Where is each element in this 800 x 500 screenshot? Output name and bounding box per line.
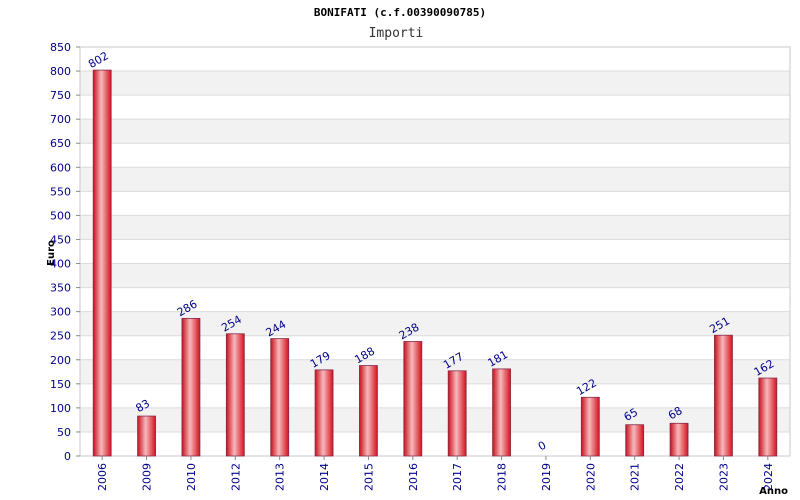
y-tick-label: 100 xyxy=(50,402,71,415)
x-tick-label: 2012 xyxy=(229,463,242,491)
bars xyxy=(92,69,778,457)
x-tick-label: 2022 xyxy=(673,463,686,491)
y-tick-label: 50 xyxy=(57,426,71,439)
y-tick-label: 350 xyxy=(50,282,71,295)
y-tick-label: 750 xyxy=(50,89,71,102)
data-label: 802 xyxy=(86,49,111,71)
grid-band xyxy=(80,215,790,240)
y-tick-label: 500 xyxy=(50,209,71,222)
y-tick-label: 850 xyxy=(50,41,71,54)
y-tick-label: 0 xyxy=(64,450,71,463)
grid-band xyxy=(80,71,790,96)
bar-2009 xyxy=(137,415,156,457)
bar-2024 xyxy=(758,377,778,457)
y-tick-label: 700 xyxy=(50,113,71,126)
bar-2018 xyxy=(492,368,511,457)
bar-2012 xyxy=(225,333,245,457)
x-tick-label: 2016 xyxy=(407,463,420,491)
x-tick-label: 2017 xyxy=(451,463,464,491)
bar-2010 xyxy=(181,317,201,457)
y-tick-label: 600 xyxy=(50,161,71,174)
x-tick-label: 2015 xyxy=(362,463,375,491)
data-label: 0 xyxy=(536,439,549,454)
x-tick-label: 2010 xyxy=(185,463,198,491)
y-tick-label: 300 xyxy=(50,306,71,319)
bar-2021 xyxy=(625,424,645,457)
x-tick-label: 2018 xyxy=(496,463,509,491)
x-tick-label: 2024 xyxy=(762,463,775,491)
chart-subtitle: Importi xyxy=(369,26,424,41)
x-tick-label: 2014 xyxy=(318,463,331,491)
y-axis-ticks: 0 50 100 150 200 250 300 350 400 450 500 550 600 650 7… xyxy=(50,41,80,463)
bar-2015 xyxy=(359,365,378,457)
data-label: 83 xyxy=(134,397,153,415)
grid-band xyxy=(80,167,790,192)
x-tick-label: 2021 xyxy=(629,463,642,491)
x-axis-label: Anno xyxy=(759,486,788,497)
y-tick-label: 650 xyxy=(50,137,71,150)
data-label: 65 xyxy=(622,406,641,424)
bar-2006 xyxy=(92,69,112,457)
x-axis-ticks: 2006 2009 2010 2012 2013 2014 2015 2016 2017 2018… xyxy=(96,456,775,491)
plot-area xyxy=(79,46,791,457)
bar-2022 xyxy=(669,422,689,457)
y-tick-label: 800 xyxy=(50,65,71,78)
x-tick-label: 2009 xyxy=(141,463,154,491)
x-tick-label: 2019 xyxy=(540,463,553,491)
y-tick-label: 200 xyxy=(50,354,71,367)
y-tick-label: 150 xyxy=(50,378,71,391)
bar-2017 xyxy=(447,370,467,457)
bar-2023 xyxy=(714,334,733,457)
x-tick-label: 2023 xyxy=(717,463,730,491)
data-label: 68 xyxy=(666,404,685,422)
grid-bands xyxy=(80,71,790,432)
grid-band xyxy=(80,119,790,144)
y-tick-label: 400 xyxy=(50,258,71,271)
bar-2013 xyxy=(270,338,290,457)
y-tick-label: 550 xyxy=(50,185,71,198)
y-tick-label: 450 xyxy=(50,233,71,246)
bar-2014 xyxy=(314,369,334,457)
chart-title: BONIFATI (c.f.00390090785) xyxy=(314,6,486,19)
bar-2016 xyxy=(403,341,423,457)
grid-band xyxy=(80,263,790,288)
y-tick-label: 250 xyxy=(50,330,71,343)
x-tick-label: 2006 xyxy=(96,463,109,491)
x-tick-label: 2020 xyxy=(584,463,597,491)
bar-2020 xyxy=(580,396,600,457)
y-axis-label: Euro xyxy=(46,240,57,266)
x-tick-label: 2013 xyxy=(274,463,287,491)
